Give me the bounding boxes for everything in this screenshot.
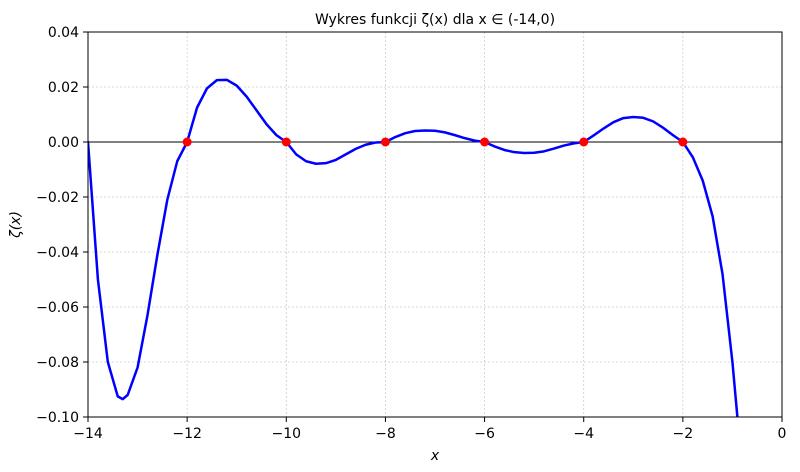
series-line-0 [88,78,739,417]
zero-point-marker [182,137,192,147]
x-tick-label: −8 [375,426,396,442]
y-tick-label: 0.00 [48,135,79,151]
y-tick-label: −0.08 [36,355,79,371]
tick-layer: −14 −12 −10 −8 −6 −4 −2 0 0.04 0.02 0.00 −0.02 −0.04… [36,25,786,442]
y-tick-label: −0.10 [36,410,79,426]
x-tick-label: −12 [172,426,202,442]
zero-point-marker [579,137,589,147]
chart-title: Wykres funkcji ζ(x) dla x ∈ (-14,0) [315,12,555,28]
x-tick-label: −6 [474,426,495,442]
y-tick-label: 0.04 [48,25,79,41]
x-tick-label: −2 [673,426,694,442]
grid [87,31,783,418]
y-tick-label: −0.04 [36,245,79,261]
zero-point-marker [678,137,688,147]
zero-point-marker [380,137,390,147]
x-tick-label: −4 [573,426,594,442]
y-axis-title: ζ(x) [8,211,24,239]
zero-point-marker [480,137,490,147]
plot-frame [87,31,783,418]
zero-point-marker [281,137,291,147]
x-axis-title: x [430,448,440,464]
y-tick-label: 0.02 [48,80,79,96]
y-tick-label: −0.06 [36,300,79,316]
marker-layer [182,137,688,147]
x-tick-label: −10 [272,426,302,442]
y-tick-label: −0.02 [36,190,79,206]
x-tick-label: 0 [778,426,787,442]
x-tick-label: −14 [73,426,103,442]
series-layer [88,78,739,417]
